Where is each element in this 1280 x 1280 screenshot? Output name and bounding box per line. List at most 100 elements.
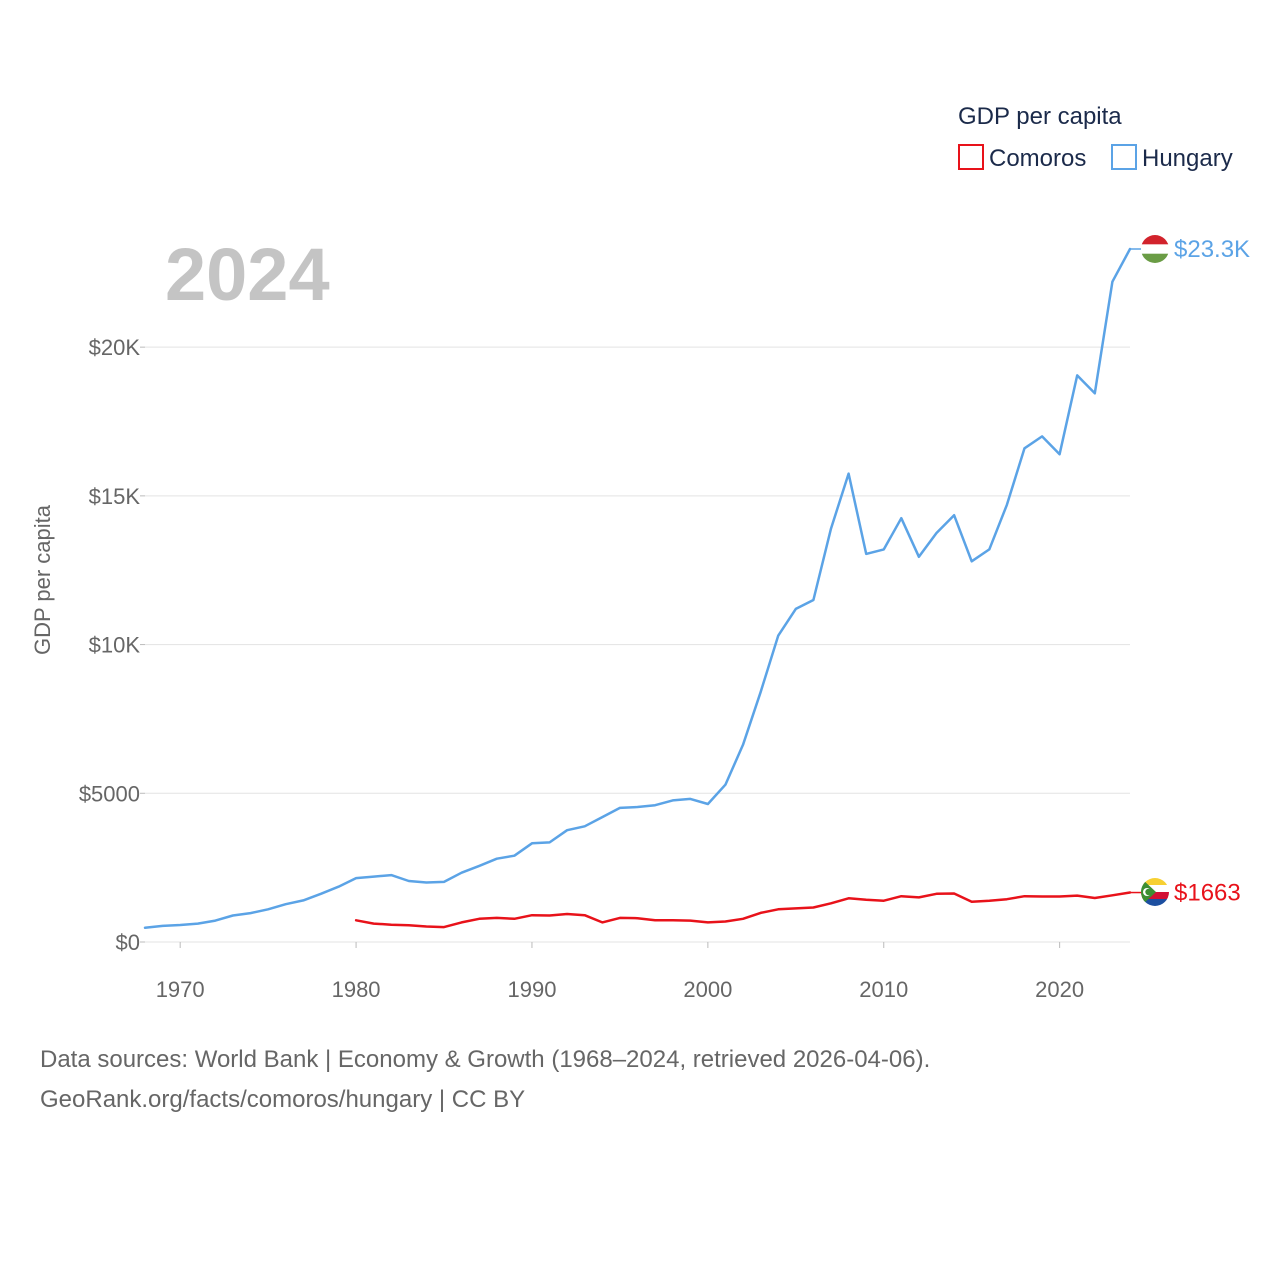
data-point-comoros[interactable] [791,903,801,913]
data-point-hungary[interactable] [334,882,344,892]
data-point-comoros[interactable] [1002,894,1012,904]
data-point-hungary[interactable] [316,889,326,899]
data-point-hungary[interactable] [633,802,643,812]
data-point-hungary[interactable] [1055,449,1065,459]
data-point-comoros[interactable] [826,898,836,908]
data-point-hungary[interactable] [1072,370,1082,380]
data-point-comoros[interactable] [492,913,502,923]
data-point-hungary[interactable] [545,837,555,847]
data-point-hungary[interactable] [720,780,730,790]
data-point-comoros[interactable] [773,904,783,914]
data-point-hungary[interactable] [984,544,994,554]
data-point-hungary[interactable] [509,851,519,861]
data-point-comoros[interactable] [808,903,818,913]
legend-item-hungary[interactable]: Hungary [1111,144,1233,172]
data-point-comoros[interactable] [457,917,467,927]
data-point-hungary[interactable] [773,631,783,641]
data-point-hungary[interactable] [896,513,906,523]
data-point-hungary[interactable] [703,799,713,809]
data-point-comoros[interactable] [509,914,519,924]
data-point-hungary[interactable] [1090,388,1100,398]
data-point-hungary[interactable] [949,510,959,520]
data-point-hungary[interactable] [756,687,766,697]
data-point-comoros[interactable] [1090,893,1100,903]
data-point-comoros[interactable] [1072,891,1082,901]
data-point-comoros[interactable] [668,915,678,925]
data-point-hungary[interactable] [668,795,678,805]
data-point-hungary[interactable] [263,904,273,914]
data-point-comoros[interactable] [861,895,871,905]
data-point-hungary[interactable] [562,825,572,835]
data-point-hungary[interactable] [597,812,607,822]
data-point-comoros[interactable] [633,913,643,923]
data-point-comoros[interactable] [685,916,695,926]
data-point-hungary[interactable] [791,604,801,614]
data-point-hungary[interactable] [1107,277,1117,287]
data-point-hungary[interactable] [1020,443,1030,453]
data-point-comoros[interactable] [369,919,379,929]
data-point-hungary[interactable] [738,740,748,750]
data-point-hungary[interactable] [158,921,168,931]
data-point-hungary[interactable] [140,923,150,933]
data-point-comoros[interactable] [844,893,854,903]
data-point-comoros[interactable] [949,889,959,899]
data-point-comoros[interactable] [615,913,625,923]
data-point-comoros[interactable] [351,915,361,925]
data-point-hungary[interactable] [580,821,590,831]
data-point-hungary[interactable] [1002,500,1012,510]
data-point-hungary[interactable] [457,868,467,878]
data-point-hungary[interactable] [210,916,220,926]
data-point-comoros[interactable] [703,917,713,927]
data-point-hungary[interactable] [808,595,818,605]
data-point-hungary[interactable] [650,800,660,810]
data-point-comoros[interactable] [580,910,590,920]
legend-item-comoros[interactable]: Comoros [958,144,1086,172]
data-point-comoros[interactable] [896,891,906,901]
data-point-hungary[interactable] [685,794,695,804]
data-point-hungary[interactable] [1037,431,1047,441]
data-point-comoros[interactable] [404,920,414,930]
data-point-comoros[interactable] [1020,891,1030,901]
data-point-hungary[interactable] [615,803,625,813]
data-point-hungary[interactable] [386,870,396,880]
data-point-comoros[interactable] [439,922,449,932]
data-point-hungary[interactable] [527,838,537,848]
data-point-hungary[interactable] [404,876,414,886]
data-point-comoros[interactable] [914,892,924,902]
data-point-hungary[interactable] [193,919,203,929]
data-point-hungary[interactable] [967,556,977,566]
data-point-comoros[interactable] [1107,890,1117,900]
data-point-comoros[interactable] [879,896,889,906]
data-point-comoros[interactable] [932,889,942,899]
data-point-comoros[interactable] [756,908,766,918]
data-point-hungary[interactable] [228,911,238,921]
data-point-hungary[interactable] [421,878,431,888]
data-point-comoros[interactable] [386,920,396,930]
data-point-comoros[interactable] [597,917,607,927]
data-point-hungary[interactable] [369,872,379,882]
data-point-comoros[interactable] [720,917,730,927]
data-point-hungary[interactable] [861,549,871,559]
data-point-hungary[interactable] [439,877,449,887]
data-point-hungary[interactable] [844,469,854,479]
data-point-comoros[interactable] [738,914,748,924]
data-point-comoros[interactable] [650,915,660,925]
data-point-comoros[interactable] [1037,892,1047,902]
source-link-text[interactable]: GeoRank.org/facts/comoros/hungary | CC B… [40,1086,526,1113]
data-point-comoros[interactable] [474,914,484,924]
data-point-hungary[interactable] [914,552,924,562]
data-point-comoros[interactable] [545,911,555,921]
data-point-hungary[interactable] [175,920,185,930]
data-point-hungary[interactable] [826,524,836,534]
data-point-hungary[interactable] [281,899,291,909]
data-point-hungary[interactable] [351,873,361,883]
data-point-comoros[interactable] [984,896,994,906]
data-point-comoros[interactable] [1055,892,1065,902]
data-point-hungary[interactable] [298,895,308,905]
data-point-hungary[interactable] [879,544,889,554]
data-point-hungary[interactable] [474,861,484,871]
data-point-comoros[interactable] [967,897,977,907]
data-point-hungary[interactable] [246,908,256,918]
data-point-comoros[interactable] [562,909,572,919]
data-point-hungary[interactable] [932,528,942,538]
